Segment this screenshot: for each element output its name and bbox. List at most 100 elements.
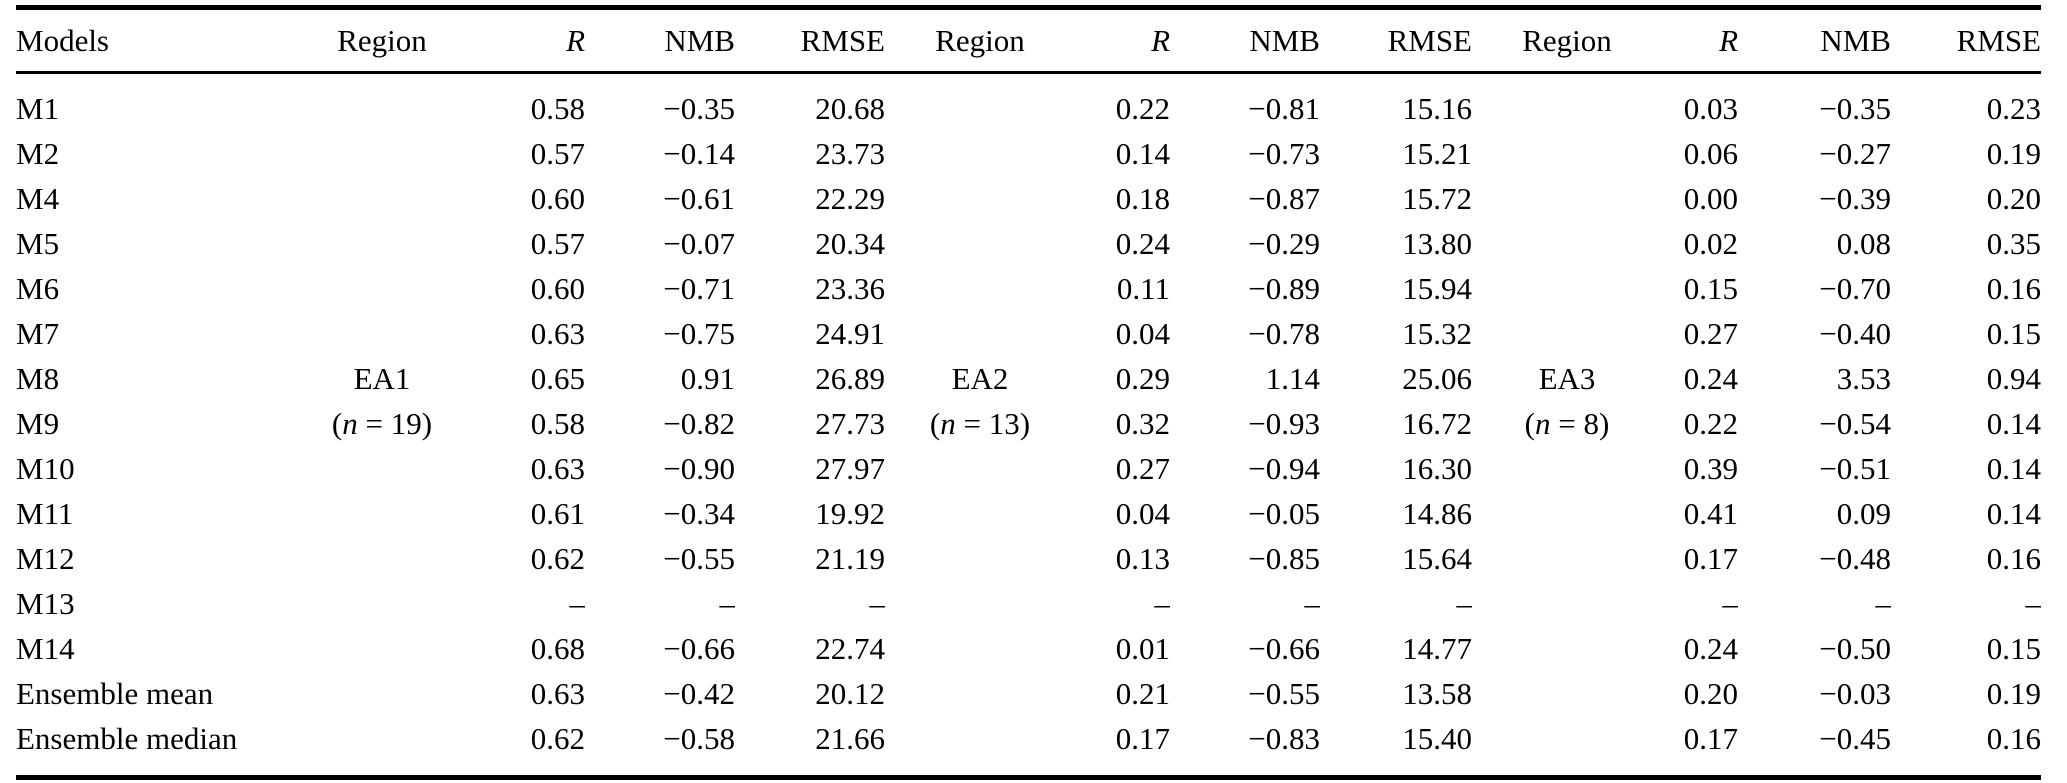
table-row: M4 0.60 −0.61 22.29 0.18 −0.87 15.72 0.00 −0.39 0… bbox=[16, 176, 2041, 221]
metric-value: −0.40 bbox=[1819, 315, 1891, 351]
region-label bbox=[885, 73, 1075, 132]
metric-value: −0.35 bbox=[663, 90, 735, 126]
metric-value: 22.74 bbox=[815, 630, 885, 666]
region-label bbox=[296, 311, 468, 356]
metric-value: – bbox=[1154, 585, 1171, 621]
metric-value: 0.17 bbox=[1115, 720, 1170, 756]
column-header-region: Region bbox=[1472, 7, 1662, 74]
metric-value: – bbox=[1875, 585, 1892, 621]
metric-value: −0.94 bbox=[1248, 450, 1320, 486]
metric-value: −0.35 bbox=[1819, 90, 1891, 126]
metric-value: −0.66 bbox=[1248, 630, 1320, 666]
region-label bbox=[296, 626, 468, 671]
metric-value: – bbox=[1304, 585, 1321, 621]
region-label bbox=[1472, 716, 1662, 778]
metric-value: 0.68 bbox=[530, 630, 585, 666]
model-label: M8 bbox=[16, 360, 60, 396]
model-label: M14 bbox=[16, 630, 75, 666]
table-body: M1 0.58 −0.35 20.68 0.22 −0.81 15.16 0.03 −0.35 0… bbox=[16, 73, 2041, 778]
model-label: M7 bbox=[16, 315, 60, 351]
metric-value: 0.09 bbox=[1836, 495, 1891, 531]
metric-value: 15.64 bbox=[1402, 540, 1472, 576]
region-label bbox=[885, 671, 1075, 716]
region-label bbox=[885, 221, 1075, 266]
metric-value: −0.82 bbox=[663, 405, 735, 441]
metric-value: 0.19 bbox=[1986, 675, 2041, 711]
region-label bbox=[1472, 311, 1662, 356]
metric-value: 14.77 bbox=[1402, 630, 1472, 666]
region-label bbox=[1472, 73, 1662, 132]
region-label bbox=[296, 73, 468, 132]
metric-value: 1.14 bbox=[1265, 360, 1320, 396]
column-header-region: Region bbox=[296, 7, 468, 74]
region-label bbox=[296, 671, 468, 716]
metric-value: 0.22 bbox=[1115, 90, 1170, 126]
metric-value: 0.32 bbox=[1115, 405, 1170, 441]
column-header-rmse: RMSE bbox=[1320, 7, 1472, 74]
region-label: (n = 19) bbox=[331, 405, 433, 441]
column-header-r: R bbox=[468, 7, 585, 74]
table-header: Models Region R NMB RMSE Region R NMB RMSE Region… bbox=[16, 7, 2041, 74]
region-label bbox=[1472, 536, 1662, 581]
metric-value: 0.24 bbox=[1683, 360, 1738, 396]
column-header-r: R bbox=[1662, 7, 1738, 74]
model-label: Ensemble median bbox=[16, 720, 238, 756]
region-label bbox=[885, 491, 1075, 536]
metric-value: −0.70 bbox=[1819, 270, 1891, 306]
metric-value: −0.45 bbox=[1819, 720, 1891, 756]
region-label: (n = 8) bbox=[1524, 405, 1610, 441]
metric-value: 0.63 bbox=[530, 450, 585, 486]
metric-value: 0.94 bbox=[1986, 360, 2041, 396]
metric-value: – bbox=[719, 585, 736, 621]
metric-value: −0.71 bbox=[663, 270, 735, 306]
table-row: M12 0.62 −0.55 21.19 0.13 −0.85 15.64 0.17 −0.48… bbox=[16, 536, 2041, 581]
metric-value: 0.91 bbox=[680, 360, 735, 396]
metric-value: −0.51 bbox=[1819, 450, 1891, 486]
metric-value: 0.57 bbox=[530, 225, 585, 261]
region-label bbox=[296, 491, 468, 536]
table-row: M1 0.58 −0.35 20.68 0.22 −0.81 15.16 0.03 −0.35 0… bbox=[16, 73, 2041, 132]
table-row: M14 0.68 −0.66 22.74 0.01 −0.66 14.77 0.24 −0.50… bbox=[16, 626, 2041, 671]
region-label bbox=[296, 716, 468, 778]
metric-value: 0.02 bbox=[1683, 225, 1738, 261]
metric-value: −0.48 bbox=[1819, 540, 1891, 576]
column-header-r: R bbox=[1075, 7, 1170, 74]
metric-value: 0.14 bbox=[1986, 450, 2041, 486]
metric-value: 15.32 bbox=[1402, 315, 1472, 351]
metric-value: 0.20 bbox=[1986, 180, 2041, 216]
metric-value: 0.17 bbox=[1683, 540, 1738, 576]
metric-value: −0.03 bbox=[1819, 675, 1891, 711]
metric-value: 23.73 bbox=[815, 135, 885, 171]
table-row: M6 0.60 −0.71 23.36 0.11 −0.89 15.94 0.15 −0.70 0… bbox=[16, 266, 2041, 311]
metric-value: 14.86 bbox=[1402, 495, 1472, 531]
metric-value: – bbox=[1722, 585, 1739, 621]
region-label bbox=[296, 221, 468, 266]
metric-value: 0.57 bbox=[530, 135, 585, 171]
metric-value: 0.22 bbox=[1683, 405, 1738, 441]
metric-value: −0.61 bbox=[663, 180, 735, 216]
table-row: M13 – – – – – – – – – bbox=[16, 581, 2041, 626]
metric-value: – bbox=[569, 585, 586, 621]
metric-value: 20.68 bbox=[815, 90, 885, 126]
metric-value: 0.06 bbox=[1683, 135, 1738, 171]
metric-value: – bbox=[2025, 585, 2042, 621]
metric-value: 0.19 bbox=[1986, 135, 2041, 171]
metric-value: 16.30 bbox=[1402, 450, 1472, 486]
metric-value: 0.15 bbox=[1986, 315, 2041, 351]
model-label: M1 bbox=[16, 90, 60, 126]
metric-value: 0.62 bbox=[530, 720, 585, 756]
column-header-nmb: NMB bbox=[1170, 7, 1320, 74]
metric-value: 0.08 bbox=[1836, 225, 1891, 261]
metric-value: −0.90 bbox=[663, 450, 735, 486]
column-header-models: Models bbox=[16, 7, 296, 74]
metric-value: −0.39 bbox=[1819, 180, 1891, 216]
metric-value: 0.03 bbox=[1683, 90, 1738, 126]
metric-value: −0.81 bbox=[1248, 90, 1320, 126]
metric-value: 0.21 bbox=[1115, 675, 1170, 711]
region-label bbox=[885, 131, 1075, 176]
metric-value: 3.53 bbox=[1836, 360, 1891, 396]
metric-value: 20.12 bbox=[815, 675, 885, 711]
metric-value: −0.42 bbox=[663, 675, 735, 711]
region-label bbox=[1472, 446, 1662, 491]
table-row: M2 0.57 −0.14 23.73 0.14 −0.73 15.21 0.06 −0.27 0… bbox=[16, 131, 2041, 176]
